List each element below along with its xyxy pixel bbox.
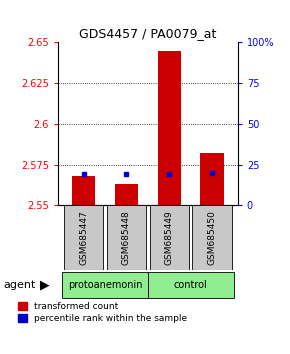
Bar — [148, 272, 233, 298]
Bar — [157, 51, 181, 205]
Bar — [200, 153, 224, 205]
Bar — [150, 205, 189, 270]
Bar — [62, 272, 148, 298]
Text: GSM685448: GSM685448 — [122, 210, 131, 265]
Title: GDS4457 / PA0079_at: GDS4457 / PA0079_at — [79, 27, 217, 40]
Text: control: control — [174, 280, 208, 290]
Text: GSM685449: GSM685449 — [165, 210, 174, 265]
Bar — [107, 205, 146, 270]
Legend: transformed count, percentile rank within the sample: transformed count, percentile rank withi… — [18, 302, 187, 323]
Text: agent: agent — [3, 280, 35, 290]
Text: GSM685447: GSM685447 — [79, 210, 88, 265]
Bar — [72, 176, 95, 205]
Text: protoanemonin: protoanemonin — [68, 280, 142, 290]
Bar — [64, 205, 103, 270]
Bar — [115, 184, 138, 205]
Text: ▶: ▶ — [40, 279, 50, 291]
Bar — [193, 205, 232, 270]
Text: GSM685450: GSM685450 — [208, 210, 217, 265]
